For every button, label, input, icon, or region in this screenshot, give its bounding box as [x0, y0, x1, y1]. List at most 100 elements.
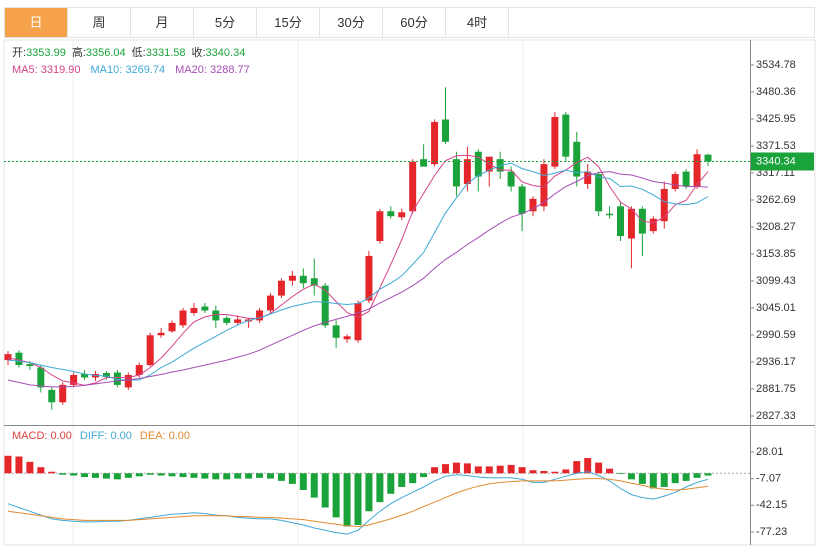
candle-body [617, 206, 624, 237]
candle-body [81, 373, 89, 378]
y-tick-label: 28.01 [756, 446, 784, 458]
y-tick-label: 2881.75 [756, 383, 796, 395]
candle-body [277, 280, 285, 296]
macd-bar [409, 473, 417, 484]
legend-entry: DIFF: 0.00 [80, 430, 132, 442]
macd-bar [431, 467, 439, 474]
candle-body [223, 317, 231, 323]
candle-body [562, 114, 570, 157]
macd-bar [234, 473, 242, 479]
candle-body [463, 159, 471, 184]
macd-bar [299, 473, 307, 490]
candle-body [442, 119, 449, 142]
candle-body [409, 161, 417, 212]
macd-bar [146, 473, 154, 475]
candle-body [321, 285, 329, 326]
legend-entry: MA5: 3319.90 [12, 64, 81, 76]
macd-bar [277, 473, 285, 481]
macd-bar [288, 473, 296, 484]
candle-body [704, 154, 712, 162]
macd-bar [562, 469, 570, 474]
candle-body [37, 367, 45, 388]
macd-bar [48, 471, 56, 474]
y-tick-label: -42.15 [756, 499, 787, 511]
info-label: 收: [191, 45, 205, 59]
candle-body [332, 325, 340, 338]
legend-entry: MA10: 3269.74 [91, 64, 166, 76]
ohlc-info: 开:3353.99 高:3356.04 低:3331.58 收:3340.34 [12, 45, 245, 59]
macd-bar [332, 473, 340, 518]
candle-body [201, 306, 209, 311]
candle-body [168, 322, 176, 332]
period-tab[interactable]: 15分 [257, 8, 320, 37]
candle-body [212, 310, 220, 321]
macd-bar [113, 473, 121, 480]
candle-body [671, 174, 679, 189]
macd-legend: MACD: 0.00 DIFF: 0.00 DEA: 0.00 [12, 430, 190, 442]
candle-body [660, 188, 668, 222]
candle-body [70, 374, 78, 385]
macd-bar [573, 461, 581, 474]
macd-bar [321, 473, 329, 508]
period-tab[interactable]: 5分 [194, 8, 257, 37]
macd-bar [37, 467, 45, 474]
candle-body [157, 332, 165, 336]
candle-body [540, 164, 548, 207]
candle-body [135, 365, 143, 375]
ma-line [7, 162, 709, 381]
candle-body [573, 141, 581, 177]
candle-body [15, 352, 23, 366]
macd-bar [4, 455, 12, 474]
macd-bar [343, 473, 351, 527]
macd-bar [474, 466, 482, 474]
candle-body [26, 364, 34, 367]
macd-bar [81, 473, 89, 478]
candle-body [595, 174, 603, 212]
candle-body [606, 213, 614, 216]
y-tick-label: 2936.17 [756, 356, 796, 368]
macd-bar [124, 473, 132, 478]
ma-legend: MA5: 3319.90 MA10: 3269.74 MA20: 3288.77 [12, 64, 250, 76]
candle-body [354, 303, 362, 341]
period-tab[interactable]: 60分 [383, 8, 446, 37]
period-tabs: 日周月 5分 15分 30分 60分 4时 [4, 7, 815, 38]
info-value: 3340.34 [206, 47, 246, 59]
candle-body [343, 336, 351, 340]
candle-body [146, 335, 154, 366]
candle-body [4, 354, 12, 361]
candle-body [387, 211, 395, 217]
macd-bar [387, 473, 395, 494]
macd-bar [201, 473, 209, 479]
macd-bar [157, 473, 165, 476]
info-value: 3353.99 [26, 47, 66, 59]
period-tab[interactable]: 4时 [446, 8, 509, 37]
candle-body [398, 212, 406, 218]
macd-bar [354, 473, 362, 525]
period-tab[interactable]: 30分 [320, 8, 383, 37]
macd-bar [70, 473, 78, 476]
candle-body [288, 275, 296, 281]
y-tick-label: -7.07 [756, 473, 781, 485]
candle-body [682, 171, 690, 187]
candle-body [190, 308, 198, 313]
macd-bar [59, 473, 67, 475]
macd-bar [452, 462, 460, 474]
y-tick-label: 3480.36 [756, 86, 796, 98]
candle-body [48, 389, 56, 403]
y-tick-label: 2990.59 [756, 329, 796, 341]
macd-bar [420, 473, 428, 478]
macd-bar [15, 456, 23, 474]
macd-bar [267, 473, 274, 479]
period-tab[interactable]: 日 [5, 8, 68, 37]
period-tab[interactable]: 周 [68, 8, 131, 37]
candle-body [584, 171, 592, 184]
period-tab[interactable]: 月 [131, 8, 194, 37]
macd-bar [223, 473, 231, 480]
macd-bar [617, 473, 624, 475]
candle-body [551, 117, 559, 167]
candle-body [474, 151, 482, 177]
macd-bar [595, 462, 603, 474]
macd-bar [463, 463, 471, 474]
candle-body [420, 159, 428, 167]
